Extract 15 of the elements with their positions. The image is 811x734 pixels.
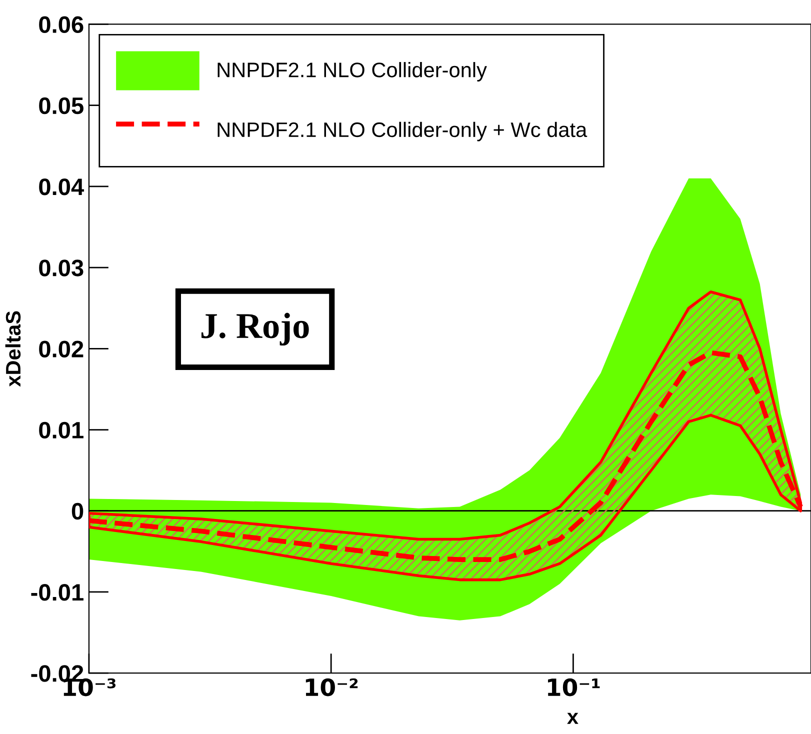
x-axis-title: x xyxy=(567,712,578,724)
annotation: J. Rojo xyxy=(201,312,309,346)
y-tick-label: 0.01 xyxy=(39,422,84,439)
y-tick-label: 0.06 xyxy=(39,16,84,34)
x-tick-label: 10⁻¹ xyxy=(548,678,600,696)
y-tick-label: 0 xyxy=(72,502,84,520)
y-tick-label: 0.05 xyxy=(39,97,84,114)
y-axis-title: xDeltaS xyxy=(5,311,21,387)
legend-label: NNPDF2.1 NLO Collider-only xyxy=(218,62,487,82)
y-tick-label: 0.03 xyxy=(39,260,84,276)
y-tick-label: 0.04 xyxy=(39,178,84,196)
x-tick-label: 10⁻² xyxy=(306,678,358,696)
y-tick-label: -0.01 xyxy=(31,584,84,601)
legend-label: NNPDF2.1 NLO Collider-only + Wc data xyxy=(218,122,588,142)
y-tick-label: 0.02 xyxy=(39,340,84,358)
